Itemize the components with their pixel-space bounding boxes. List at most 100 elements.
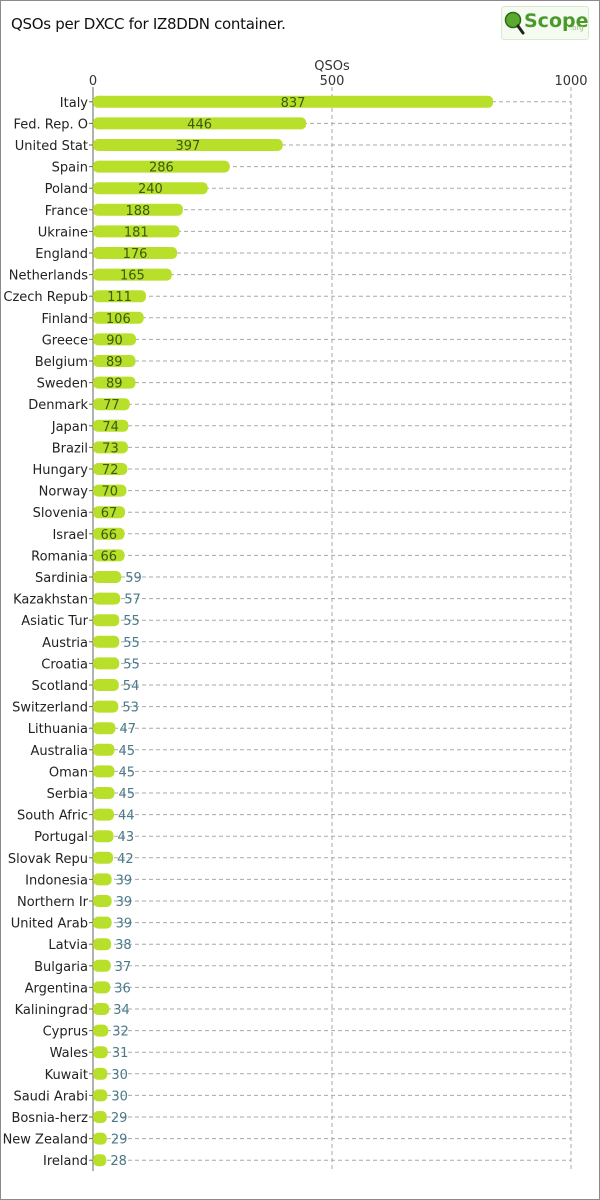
logo-text: Scope (524, 10, 589, 32)
bar-value-label: 286 (149, 161, 174, 176)
bar (93, 117, 307, 130)
bar-value-label: 54 (123, 679, 140, 694)
bar (93, 700, 119, 713)
category-label: Saudi Arabi (13, 1089, 88, 1104)
category-label: Austria (42, 636, 88, 651)
bar-value-label: 89 (106, 355, 123, 370)
bar (93, 873, 112, 886)
category-label: Israel (52, 528, 88, 543)
bar-value-label: 55 (123, 614, 140, 629)
category-label: United Stat (15, 139, 88, 154)
bar-value-label: 73 (102, 441, 119, 456)
bar-value-label: 30 (111, 1068, 128, 1083)
bar (93, 182, 208, 195)
qscope-logo[interactable]: Scope .org (501, 6, 589, 40)
bar-value-label: 67 (101, 506, 118, 521)
bar-value-label: 181 (124, 225, 149, 240)
bar-value-label: 42 (117, 852, 134, 867)
category-label: Latvia (48, 938, 88, 953)
category-label: Finland (42, 312, 88, 327)
bar (93, 571, 122, 583)
category-label: Japan (51, 420, 88, 435)
bar-value-label: 29 (111, 1133, 128, 1148)
category-label: Belgium (35, 355, 88, 370)
bar (93, 225, 180, 238)
category-label: Switzerland (12, 701, 88, 716)
bar-value-label: 31 (112, 1046, 129, 1061)
category-label: Serbia (47, 787, 88, 802)
bar-value-label: 66 (101, 549, 118, 564)
bar-value-label: 37 (115, 960, 132, 975)
category-label: Czech Repub (3, 290, 88, 305)
category-label: Scotland (31, 679, 88, 694)
category-label: Argentina (25, 981, 88, 996)
bar-value-label: 53 (122, 701, 139, 716)
bar (93, 679, 119, 691)
category-label: Bulgaria (34, 960, 88, 975)
category-label: Greece (42, 333, 88, 348)
bar (93, 333, 137, 346)
bar-value-label: 39 (116, 873, 133, 888)
category-label: Slovak Repu (8, 852, 88, 867)
bar (93, 376, 136, 389)
category-label: Lithuania (28, 722, 88, 737)
category-label: Australia (30, 744, 88, 759)
category-label: Ukraine (38, 225, 88, 240)
bar-value-label: 39 (116, 917, 133, 932)
bar (93, 895, 112, 907)
bar (93, 1132, 107, 1145)
bar (93, 527, 125, 540)
bar-value-label: 32 (112, 1025, 129, 1040)
bar-value-label: 66 (101, 528, 118, 543)
bar-value-label: 28 (110, 1154, 127, 1169)
category-label: Kuwait (45, 1068, 88, 1083)
bar-value-label: 36 (114, 981, 131, 996)
bar-value-label: 45 (119, 765, 136, 780)
bar-value-label: 165 (120, 269, 145, 284)
bar (93, 938, 112, 951)
magnifier-icon (504, 11, 525, 35)
chart-title: QSOs per DXCC for IZ8DDN container. (11, 15, 286, 33)
bar (93, 484, 127, 497)
bar (93, 592, 121, 605)
bar (93, 549, 125, 562)
bar (93, 203, 183, 216)
x-tick-label: 500 (320, 74, 345, 89)
bar-value-label: 90 (106, 333, 123, 348)
category-label: United Arab (11, 917, 88, 932)
category-label: Sweden (37, 377, 88, 392)
bar (93, 916, 112, 929)
bar (93, 657, 120, 670)
bar-value-label: 43 (118, 830, 135, 845)
bar (93, 441, 128, 454)
bar (93, 1089, 108, 1102)
bar (93, 722, 116, 735)
category-label: South Afric (17, 809, 88, 824)
bar-value-label: 55 (123, 636, 140, 651)
x-axis-title: QSOs (314, 59, 350, 74)
category-label: Indonesia (25, 873, 88, 888)
category-label: Kazakhstan (13, 593, 88, 608)
bar (93, 808, 115, 821)
bar-value-label: 188 (126, 204, 151, 219)
bar (93, 247, 178, 259)
bar (93, 1067, 108, 1080)
bar-value-label: 837 (281, 96, 306, 111)
bar (93, 765, 115, 778)
bar (93, 1111, 107, 1123)
category-label: Croatia (41, 657, 88, 672)
category-label: Kaliningrad (15, 1003, 88, 1018)
category-label: England (35, 247, 88, 262)
bar (93, 1154, 107, 1167)
bar (93, 614, 120, 627)
category-label: New Zealand (3, 1133, 88, 1148)
bar-value-label: 89 (106, 377, 123, 392)
category-label: Norway (39, 485, 89, 500)
bar-value-label: 34 (113, 1003, 130, 1018)
bar (93, 398, 130, 411)
bar-value-label: 30 (111, 1089, 128, 1104)
category-label: Slovenia (33, 506, 88, 521)
category-label: Northern Ir (17, 895, 89, 910)
bar-value-label: 77 (103, 398, 120, 413)
